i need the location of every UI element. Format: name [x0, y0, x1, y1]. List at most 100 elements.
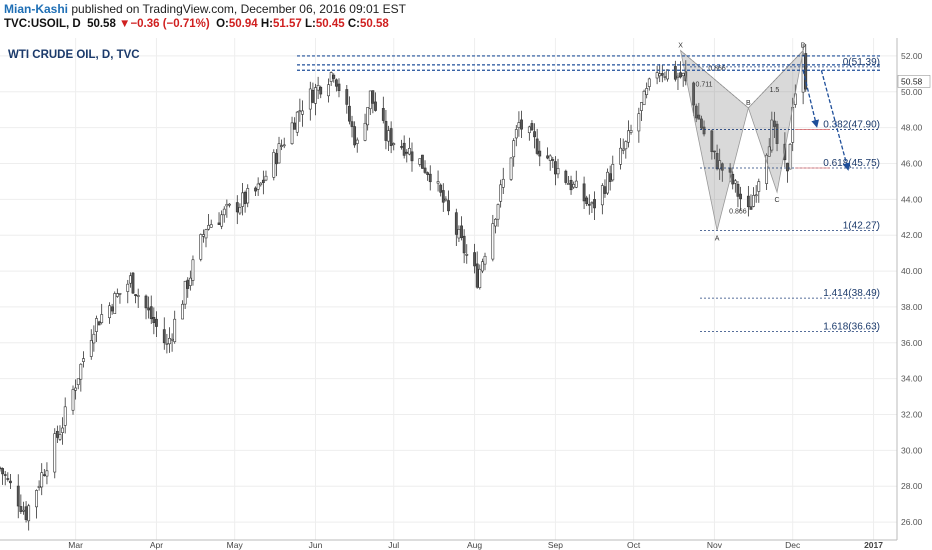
- candle-body: [126, 283, 130, 292]
- candle-body: [465, 254, 469, 256]
- candle-body: [144, 295, 148, 309]
- candle-body: [663, 76, 667, 78]
- candle-body: [24, 506, 28, 520]
- candle-body: [186, 279, 190, 289]
- candle-body: [494, 218, 497, 227]
- candle-body: [170, 338, 174, 341]
- candle-body: [53, 433, 57, 473]
- pattern-point-label: X: [678, 43, 683, 50]
- candle-body: [739, 193, 742, 200]
- candle-body: [496, 204, 500, 220]
- candle-body: [441, 190, 445, 203]
- pattern-xb-line: [680, 50, 749, 109]
- candle-body: [660, 73, 664, 76]
- candle-body: [45, 470, 49, 477]
- candle-body: [61, 427, 64, 433]
- candle-body: [421, 154, 424, 169]
- candle-body: [460, 225, 463, 238]
- candle-body: [402, 142, 406, 156]
- candle-body: [749, 206, 753, 210]
- candle-body: [149, 306, 153, 320]
- candle-body: [697, 114, 701, 120]
- candle-body: [567, 183, 570, 185]
- candle-body: [548, 155, 552, 161]
- candle-body: [754, 194, 758, 197]
- candle-body: [767, 146, 771, 157]
- candle-body: [63, 406, 67, 426]
- candle-body: [3, 474, 7, 476]
- candle-body: [491, 223, 495, 260]
- candle-body: [254, 187, 257, 192]
- candle-body: [293, 122, 297, 130]
- price-change: −0.36 (−0.71%): [130, 18, 210, 30]
- y-tick-label: 46.00: [901, 159, 923, 169]
- pattern-point-label: D: [801, 43, 806, 50]
- candle-body: [42, 474, 46, 476]
- fib-level-label: 1.618(36.63): [823, 321, 880, 332]
- candle-body: [556, 168, 560, 175]
- candle-body: [316, 85, 320, 91]
- x-tick-label: Dec: [785, 540, 801, 550]
- candle-body: [666, 69, 669, 80]
- candle-body: [746, 195, 750, 208]
- candle-body: [220, 214, 224, 227]
- candle-body: [624, 141, 628, 150]
- candle-body: [35, 490, 38, 508]
- candle-body: [538, 150, 542, 157]
- y-tick-label: 36.00: [901, 338, 923, 348]
- close-label: C:: [347, 18, 360, 30]
- x-tick-label: May: [227, 540, 244, 550]
- candles: [0, 43, 808, 531]
- candle-body: [71, 389, 75, 411]
- candle-body: [381, 108, 385, 121]
- candle-body: [374, 101, 377, 111]
- author-link[interactable]: Mian-Kashi: [4, 2, 69, 16]
- symbol-label: TVC:USOIL, D: [4, 18, 81, 30]
- candle-body: [100, 314, 104, 323]
- candle-body: [475, 263, 479, 288]
- candle-body: [728, 167, 732, 173]
- y-tick-label: 30.00: [901, 445, 923, 455]
- candle-body: [621, 148, 625, 151]
- candle-body: [389, 128, 393, 146]
- candle-body: [501, 178, 505, 188]
- candle-body: [225, 203, 229, 207]
- candle-body: [637, 113, 641, 132]
- y-tick-label: 50.00: [901, 87, 923, 97]
- candle-body: [775, 123, 779, 144]
- candle-body: [718, 160, 722, 170]
- candle-body: [554, 161, 557, 175]
- candle-body: [131, 272, 135, 294]
- candle-body: [710, 130, 714, 153]
- candle-body: [1, 468, 5, 475]
- candle-body: [692, 82, 696, 106]
- candle-body: [700, 118, 703, 129]
- candle-body: [647, 78, 651, 87]
- candle-body: [337, 83, 341, 92]
- candle-body: [217, 222, 221, 225]
- candle-body: [713, 150, 716, 153]
- candle-body: [282, 144, 286, 147]
- candle-body: [480, 261, 484, 272]
- candle-body: [527, 126, 531, 134]
- candle-body: [275, 153, 278, 165]
- candle-body: [520, 119, 523, 130]
- candle-body: [353, 126, 357, 146]
- candle-body: [681, 72, 685, 77]
- candle-body: [19, 506, 23, 512]
- candle-body: [640, 102, 643, 111]
- candle-body: [715, 153, 719, 170]
- candle-body: [447, 200, 450, 212]
- candle-body: [603, 186, 607, 194]
- candle-body: [733, 180, 737, 184]
- y-tick-label: 48.00: [901, 123, 923, 133]
- candle-body: [478, 268, 482, 288]
- price-chart[interactable]: X A B C D 0.711 1.5 0.866 0.866 0(51.39) 0.382(47…: [0, 38, 932, 550]
- candle-body: [371, 90, 375, 104]
- candle-body: [564, 170, 568, 183]
- candle-body: [366, 107, 370, 126]
- candle-body: [311, 90, 315, 103]
- candle-body: [264, 175, 268, 181]
- low-label: L:: [305, 18, 316, 30]
- candle-body: [136, 295, 140, 297]
